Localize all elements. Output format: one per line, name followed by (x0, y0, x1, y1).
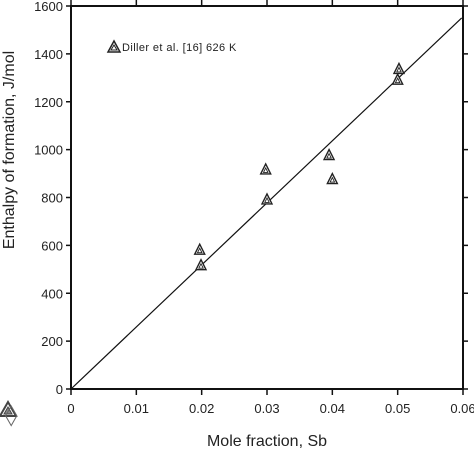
y-tick-label: 1000 (34, 143, 63, 158)
y-tick-label: 400 (41, 286, 63, 301)
data-point-marker-inner (396, 66, 402, 73)
data-point-marker-inner (264, 196, 270, 203)
x-tick-label: 0.01 (124, 401, 149, 416)
data-point-triangle (391, 72, 404, 85)
y-tick-label: 200 (41, 334, 63, 349)
data-point-triangle (326, 171, 339, 185)
data-points-layer (193, 61, 406, 271)
x-tick-label: 0 (67, 401, 74, 416)
y-tick-label: 1200 (34, 95, 63, 110)
legend-label: Diller et al. [16] 626 K (122, 42, 237, 54)
x-tick-label: 0.05 (385, 401, 410, 416)
x-tick-label: 0.03 (254, 401, 279, 416)
thermo-calc-logo-icon (0, 399, 18, 427)
data-point-marker-inner (394, 77, 401, 84)
legend-marker-inner-icon (110, 44, 118, 51)
y-tick-label: 800 (41, 191, 63, 206)
x-axis-title: Mole fraction, Sb (207, 433, 327, 450)
data-point-marker-inner (198, 262, 204, 269)
x-tick-label: 0.02 (189, 401, 214, 416)
data-point-triangle (322, 148, 336, 161)
legend: Diller et al. [16] 626 K (106, 39, 237, 54)
y-tick-label: 1400 (34, 47, 63, 62)
data-point-triangle (193, 242, 206, 255)
y-tick-label: 600 (41, 238, 63, 253)
data-point-triangle (259, 162, 272, 175)
x-tick-label: 0.04 (320, 401, 345, 416)
data-point-marker-inner (196, 247, 203, 254)
y-tick-label: 1600 (34, 0, 63, 14)
y-axis-title: Enthalpy of formation, J/mol (1, 51, 18, 249)
y-tick-label: 0 (56, 382, 63, 397)
x-tick-label: 0.06 (450, 401, 474, 416)
data-point-triangle (194, 258, 208, 271)
ticks-layer: 0 0.01 0.02 0.03 0.04 0.05 0.06 0 200 400 600 800 10… (34, 0, 474, 416)
data-point-marker-inner (329, 176, 336, 183)
data-point-marker-inner (326, 152, 332, 159)
legend-marker-triangle-icon (106, 39, 122, 53)
data-point-marker-inner (262, 166, 269, 173)
data-point-triangle (260, 192, 274, 205)
data-point-triangle (392, 61, 406, 75)
